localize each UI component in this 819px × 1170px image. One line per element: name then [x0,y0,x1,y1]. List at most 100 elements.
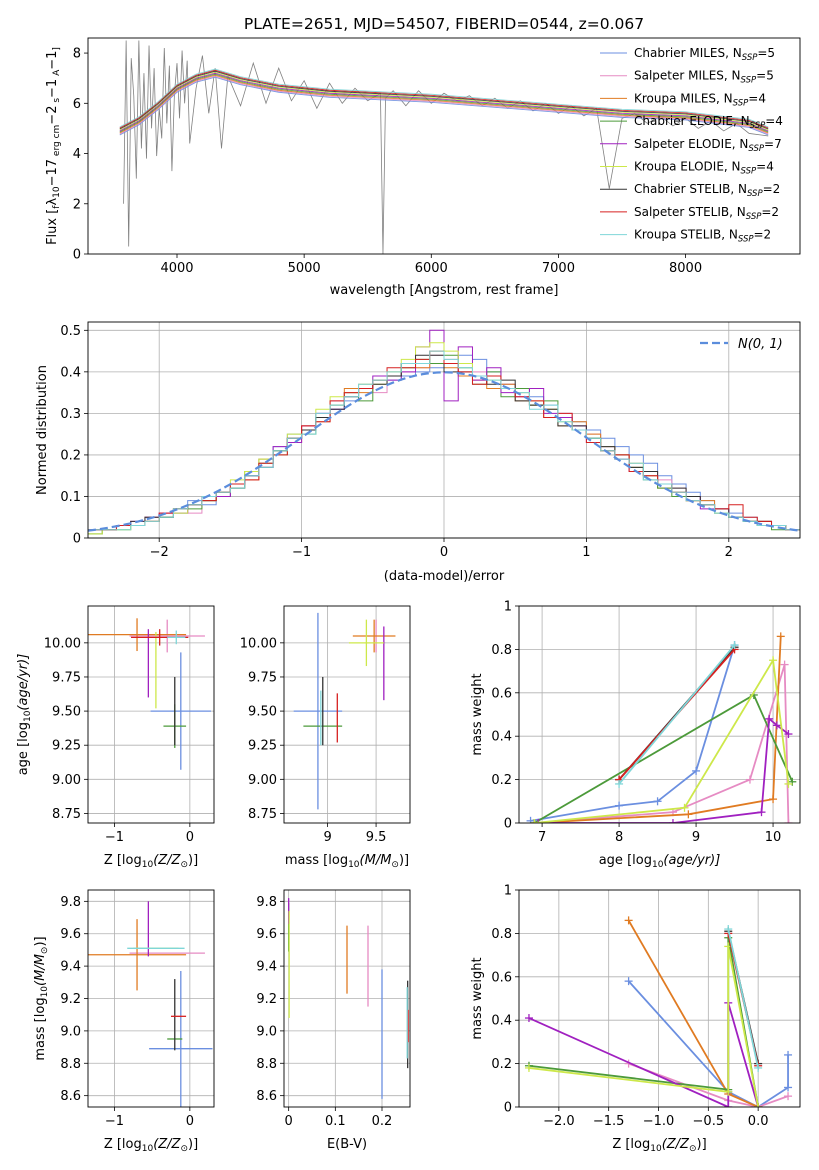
weight-line-kroupa_miles [534,636,782,823]
y-tick-label: 9.0 [256,1024,277,1039]
plot-area-weight_vs_Z [524,916,793,1107]
y-tick-label: 10.00 [44,636,81,651]
x-tick-label: −1 [105,1114,124,1129]
weight-line-kroupa_stelib [618,644,736,785]
x-tick-label: 10 [765,830,782,845]
x-axis-label: (data-model)/error [384,569,505,584]
y-tick-label: 8.6 [256,1089,277,1104]
y-tick-label: 1 [504,884,512,899]
model-spectrum-salpeter_stelib [119,69,769,129]
x-tick-label: 0.2 [372,1114,393,1129]
label-fragment: −2 [45,106,60,125]
axes-frame [87,605,215,824]
label-fragment: )] [697,1137,707,1152]
legend-subscript: SSP [733,98,749,108]
legend-entry: Kroupa MILES, NSSP=4 [634,91,766,108]
legend-text: Chabrier STELIB, N [634,182,747,196]
y-tick-label: 9.4 [256,960,277,975]
x-tick-label: 0.1 [325,1114,346,1129]
label-fragment: (M/M [33,954,48,986]
label-fragment: (age/yr)] [663,853,720,868]
plot-area-weight_vs_age [526,632,797,823]
x-tick-label: 1 [582,545,590,560]
y-tick-label: 9.75 [248,670,277,685]
label-fragment: mass [log [33,997,48,1060]
model-spectrum-kroupa_stelib [119,68,769,128]
axes-frame [283,605,411,824]
x-tick-label: −2.0 [543,1114,575,1129]
y-tick-label: 0 [504,1101,512,1116]
label-fragment: −1 [45,79,60,98]
legend-text: Kroupa ELODIE, N [634,160,741,174]
axes-age_vs_mass: 9 9.5 8.75 9.00 9.25 9.50 9.75 10.00 mass [log10… [240,605,411,870]
x-tick-label: 7 [538,830,546,845]
x-tick-label: 5000 [288,261,321,276]
plot-area-spectrum [119,40,769,254]
y-axis-label: Normed distribution [35,365,50,495]
model-spectrum-salpeter_miles [119,75,769,135]
y-tick-label: 9.50 [248,705,277,720]
y-axis-label: Flux [fλ10−17 erg cm−2 s−1 A−1] [45,47,62,245]
legend-text: Kroupa MILES, N [634,91,733,105]
axes-residual_hist: −2 −1 0 1 2 0 0.1 0.2 0.3 0.4 0.5 (data-model)/erro… [35,321,801,584]
label-fragment: ⊙ [391,860,399,870]
model-spectrum-chabrier_elodie [119,73,769,133]
axes-mass_vs_Z: −1 08.68.89.09.29.49.69.8Z [log10(Z/Z⊙)]m… [33,889,215,1154]
error-cross-chabrier_miles [150,652,211,770]
x-tick-label: 9.5 [366,830,387,845]
x-tick-label: −0.5 [693,1114,725,1129]
legend-text: Chabrier MILES, N [634,46,742,60]
y-tick-label: 1 [504,600,512,615]
y-tick-label: 2 [73,197,81,212]
y-tick-label: 9.0 [60,1024,81,1039]
y-tick-label: 9.6 [60,927,81,942]
y-tick-label: 9.00 [52,773,81,788]
legend-entry: Salpeter ELODIE, NSSP=7 [634,137,782,154]
error-cross-kroupa_miles [88,618,187,652]
y-tick-label: 0.6 [491,970,512,985]
weight-line-kroupa_elodie [528,946,760,1107]
legend-value: =2 [754,228,772,242]
y-tick-label: 6 [73,97,81,112]
label-fragment: Flux [ [45,209,60,245]
plot-area-residual_hist [88,329,800,535]
y-axis-label: mass weight [470,673,485,755]
y-tick-label: 8.8 [256,1057,277,1072]
y-tick-label: 0.3 [60,407,81,422]
label-fragment: (M/M [360,853,392,868]
x-tick-label: −1 [292,545,311,560]
y-tick-label: 9.8 [60,895,81,910]
x-tick-label: 0.0 [748,1114,769,1129]
y-tick-label: 9.2 [256,992,277,1007]
y-tick-label: 8.8 [60,1057,81,1072]
label-fragment: (Z/Z [153,1137,181,1152]
y-tick-label: 0.6 [491,686,512,701]
y-tick-label: 0.4 [60,365,81,380]
y-tick-label: 9.4 [60,960,81,975]
model-spectrum-chabrier_miles [119,76,769,136]
legend-value: =5 [756,69,774,83]
x-tick-label: 2 [725,545,733,560]
label-fragment: (age/yr)] [16,654,31,711]
legend-entry: Salpeter MILES, NSSP=5 [634,69,774,86]
label-fragment: 10 [348,860,360,870]
y-tick-label: 9.25 [52,739,81,754]
legend-value: =4 [748,91,766,105]
x-tick-label: −1.5 [593,1114,625,1129]
model-spectrum-chabrier_stelib [119,70,769,130]
legend-value: =7 [764,137,782,151]
label-fragment: erg cm [52,125,62,159]
y-tick-label: 10.00 [240,636,277,651]
label-fragment: Z [log [104,853,142,868]
x-tick-label: −1 [105,830,124,845]
axes-weight_vs_Z: −2.0 −1.5 −1.0 −0.5 0.0 0 0.2 0.4 0.6 0.8 1 Z [log1… [470,884,801,1154]
x-tick-label: 0 [285,1114,293,1129]
y-tick-label: 0.2 [491,1057,512,1072]
label-fragment: 10 [142,1144,154,1154]
label-fragment: A [52,69,62,79]
label-fragment: ⊙ [40,947,50,955]
y-tick-label: 0.8 [491,927,512,942]
label-fragment: −17 [45,159,60,186]
